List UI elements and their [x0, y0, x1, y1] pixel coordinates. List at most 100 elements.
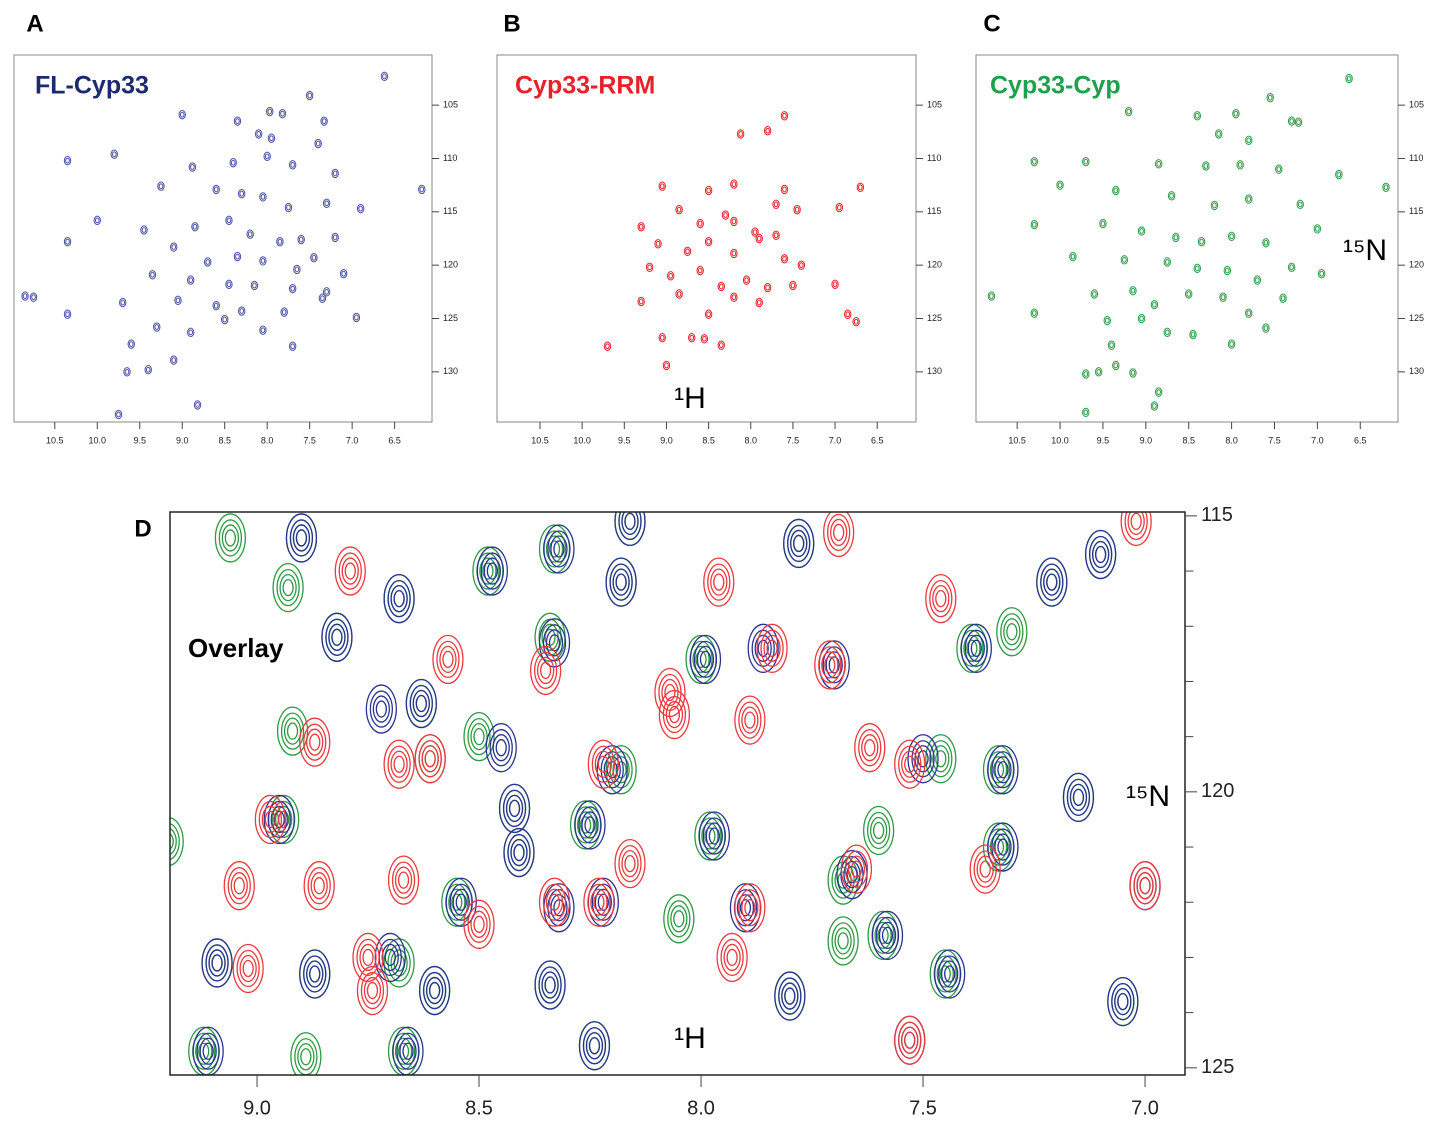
x-tick-label: 9.0	[660, 435, 673, 445]
contour	[1263, 239, 1269, 246]
panel-title: Overlay	[188, 633, 284, 663]
contour	[418, 740, 442, 778]
contour	[1129, 861, 1161, 911]
peak	[907, 734, 939, 784]
contour	[318, 293, 327, 303]
contour	[280, 712, 305, 750]
contour	[1190, 331, 1196, 338]
contour	[706, 311, 711, 318]
contour	[1127, 512, 1145, 536]
x-tick-label: 8.0	[687, 1097, 715, 1119]
contour	[594, 750, 613, 778]
contour	[529, 645, 562, 696]
contour	[1152, 403, 1157, 409]
peak	[418, 965, 451, 1016]
contour	[731, 294, 737, 301]
panel-letter: B	[503, 10, 520, 37]
peak	[237, 188, 246, 199]
contour	[214, 513, 247, 563]
peak	[793, 204, 801, 215]
contour	[341, 270, 346, 277]
peaks	[170, 512, 1161, 1075]
peak	[263, 151, 271, 162]
contour	[276, 706, 309, 756]
x-tick-label: 8.0	[1225, 435, 1238, 445]
contour	[390, 750, 408, 778]
contour	[831, 861, 855, 899]
contour	[1126, 108, 1131, 115]
contour	[65, 238, 70, 245]
contour	[1210, 200, 1219, 211]
contour	[544, 976, 556, 994]
contour	[369, 690, 393, 728]
contour	[290, 1032, 322, 1075]
peak	[380, 71, 389, 82]
contour	[726, 948, 738, 967]
contour	[665, 700, 684, 729]
peak	[299, 717, 331, 767]
peak	[314, 138, 322, 149]
contour	[793, 204, 801, 215]
contour	[716, 932, 748, 983]
contour	[597, 755, 610, 773]
contour	[331, 168, 339, 179]
peak	[730, 292, 738, 302]
contour	[707, 563, 731, 601]
contour	[647, 264, 652, 271]
contour	[827, 513, 851, 552]
x-tick-label: 10.5	[1008, 435, 1026, 445]
contour	[1186, 291, 1192, 297]
contour	[673, 910, 685, 928]
contour	[591, 745, 616, 783]
peak	[93, 215, 101, 226]
peak	[212, 184, 220, 195]
contour	[1262, 238, 1270, 248]
contour	[734, 883, 766, 933]
contour	[428, 981, 441, 1000]
contour	[904, 1031, 916, 1049]
panel-title: FL-Cyp33	[35, 72, 149, 100]
contour	[717, 281, 725, 292]
peak	[1150, 401, 1159, 411]
peak	[1082, 407, 1090, 418]
contour	[331, 628, 343, 646]
contour	[705, 822, 724, 850]
x-tick-label: 6.5	[871, 435, 884, 445]
contour	[548, 893, 561, 911]
x-tick-label: 8.5	[702, 435, 715, 445]
contour	[391, 861, 416, 899]
contour	[1194, 112, 1200, 119]
y-tick-label: 105	[1409, 100, 1424, 110]
peak	[698, 811, 731, 861]
peak	[614, 838, 646, 889]
contour	[254, 129, 263, 139]
peak	[854, 723, 886, 773]
y-tick-label: 110	[443, 153, 457, 163]
contour	[1245, 308, 1253, 318]
peak	[654, 239, 662, 249]
contour	[638, 223, 644, 230]
peak	[229, 158, 237, 168]
contour	[286, 204, 291, 211]
contour	[659, 183, 665, 190]
peak	[365, 684, 397, 734]
contour	[178, 110, 186, 120]
contour	[1114, 987, 1132, 1016]
contour	[814, 640, 846, 690]
peak	[144, 365, 152, 375]
peak	[1313, 224, 1322, 234]
contour	[704, 309, 713, 319]
contour	[960, 623, 992, 673]
contour	[963, 634, 981, 662]
contour	[1032, 310, 1037, 317]
contour	[324, 288, 329, 295]
contour	[997, 761, 1009, 779]
peak	[772, 199, 780, 210]
contour	[192, 223, 198, 230]
contour	[383, 574, 415, 624]
contour	[325, 618, 349, 656]
peak	[29, 292, 38, 302]
peak	[63, 155, 72, 166]
contour	[831, 922, 855, 960]
peak	[1245, 135, 1253, 146]
